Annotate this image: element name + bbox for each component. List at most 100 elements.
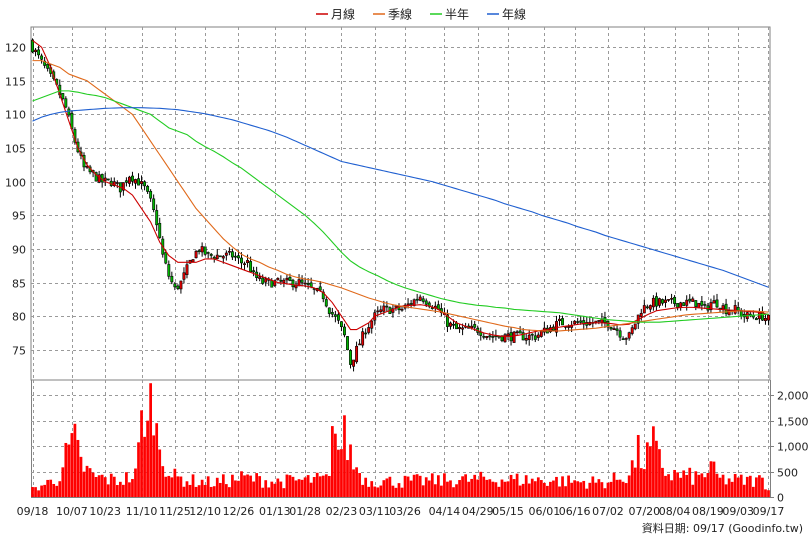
- candlestick: [282, 278, 286, 288]
- volume-bar: [667, 474, 670, 497]
- volume-tick-label: 500: [777, 467, 798, 480]
- candlestick: [243, 261, 246, 270]
- volume-bar: [194, 486, 198, 497]
- volume-bar: [221, 474, 225, 497]
- volume-bar: [106, 484, 110, 497]
- volume-bar: [382, 480, 386, 497]
- candlestick: [134, 178, 137, 189]
- volume-bar: [688, 467, 692, 497]
- x-tick-label: 03/26: [389, 505, 421, 518]
- volume-bar: [670, 480, 673, 497]
- legend-item: 季線: [373, 7, 412, 22]
- volume-bar: [79, 456, 83, 497]
- candlestick: [203, 246, 207, 256]
- x-tick-label: 11/25: [159, 505, 191, 518]
- candlestick: [415, 293, 419, 304]
- candlestick: [661, 298, 664, 306]
- volume-bar: [327, 475, 331, 497]
- candlestick: [200, 242, 204, 257]
- ma-year-line: [32, 107, 769, 288]
- candlestick: [46, 63, 50, 72]
- volume-bar: [94, 476, 98, 497]
- volume-bar: [255, 473, 259, 497]
- volume-bar: [337, 449, 340, 497]
- volume-bar: [346, 460, 349, 497]
- x-tick-label: 12/10: [189, 505, 221, 518]
- candlestick: [300, 275, 304, 287]
- volume-bar: [512, 479, 516, 497]
- volume-bar: [739, 474, 743, 497]
- volume-bar: [515, 473, 519, 497]
- x-tick-label: 12/26: [223, 505, 255, 518]
- volume-bar: [270, 481, 274, 497]
- volume-bar: [412, 474, 416, 497]
- x-tick-label: 08/04: [659, 505, 691, 518]
- volume-bar: [224, 484, 228, 497]
- volume-bar: [70, 433, 74, 497]
- volume-bar: [258, 476, 262, 497]
- x-tick-label: 02/23: [326, 505, 358, 518]
- volume-bar: [546, 485, 549, 497]
- candlestick: [224, 250, 228, 261]
- volume-bar: [567, 475, 570, 497]
- candlestick: [691, 296, 695, 302]
- price-tick-label: 90: [12, 244, 26, 257]
- volume-bar: [112, 476, 116, 497]
- candlestick: [639, 308, 643, 321]
- candlestick: [94, 171, 98, 182]
- candlestick: [527, 329, 531, 346]
- candlestick: [694, 300, 698, 311]
- candlestick: [355, 341, 359, 364]
- volume-bar: [131, 479, 134, 497]
- candlestick: [409, 299, 413, 309]
- candlestick: [524, 333, 528, 345]
- volume-bar: [306, 475, 310, 497]
- volume-bar: [658, 449, 661, 497]
- candlestick: [458, 323, 462, 333]
- candlestick: [370, 319, 374, 334]
- volume-bar: [218, 482, 222, 497]
- candlestick: [670, 293, 674, 304]
- candlestick: [664, 295, 667, 308]
- volume-bar: [440, 485, 443, 497]
- price-tick-label: 95: [12, 210, 26, 223]
- volume-bar: [128, 482, 131, 497]
- volume-bar: [642, 469, 646, 497]
- volume-bar: [618, 479, 622, 497]
- volume-bar: [109, 473, 113, 497]
- candlestick: [149, 189, 153, 202]
- volume-bar: [273, 483, 277, 497]
- volume-bar: [655, 440, 658, 497]
- volume-bar: [473, 474, 477, 497]
- volume-bar: [636, 434, 640, 497]
- volume-bar: [400, 487, 404, 497]
- volume-bar: [470, 478, 474, 497]
- x-tick-label: 09/18: [17, 505, 49, 518]
- volume-bar: [712, 461, 716, 497]
- volume-bar: [600, 482, 604, 497]
- candlestick: [576, 317, 580, 325]
- candlestick: [333, 310, 337, 323]
- candlestick: [764, 313, 767, 325]
- candlestick: [703, 301, 707, 309]
- candlestick: [137, 173, 140, 186]
- legend-label: 季線: [388, 7, 412, 22]
- candlestick: [206, 251, 210, 259]
- volume-bar: [645, 442, 649, 497]
- volume-bar: [179, 476, 183, 497]
- candlestick: [558, 315, 561, 326]
- candlestick: [61, 93, 65, 101]
- legend-label: 年線: [502, 7, 526, 22]
- volume-bar: [612, 472, 616, 497]
- volume-bar: [764, 489, 767, 497]
- volume-bar: [500, 479, 504, 497]
- price-tick-label: 80: [12, 311, 26, 324]
- price-tick-label: 110: [5, 109, 26, 122]
- candlestick: [685, 295, 689, 311]
- price-tick-label: 100: [5, 177, 26, 190]
- candlestick: [330, 307, 334, 318]
- volume-bar: [518, 485, 522, 497]
- volume-bar: [279, 481, 283, 497]
- volume-bar: [482, 476, 486, 497]
